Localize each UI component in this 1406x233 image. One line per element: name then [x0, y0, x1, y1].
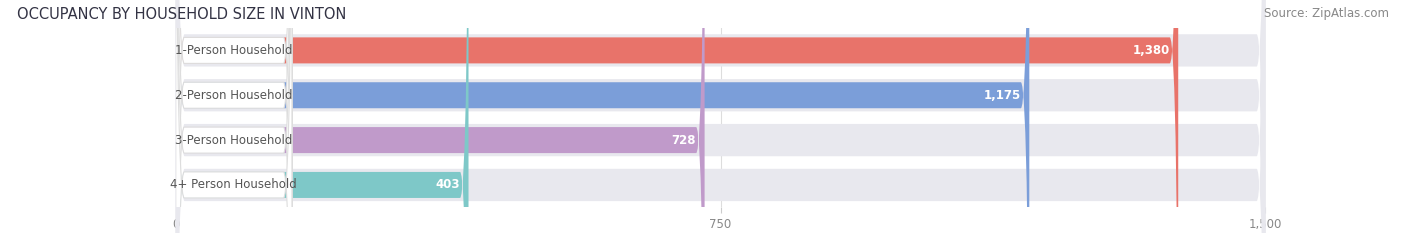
Text: Source: ZipAtlas.com: Source: ZipAtlas.com: [1264, 7, 1389, 20]
FancyBboxPatch shape: [176, 0, 1265, 233]
FancyBboxPatch shape: [176, 0, 1029, 233]
Text: OCCUPANCY BY HOUSEHOLD SIZE IN VINTON: OCCUPANCY BY HOUSEHOLD SIZE IN VINTON: [17, 7, 346, 22]
Text: 1,380: 1,380: [1132, 44, 1170, 57]
FancyBboxPatch shape: [176, 0, 1265, 233]
Text: 3-Person Household: 3-Person Household: [176, 134, 292, 147]
FancyBboxPatch shape: [176, 0, 292, 233]
FancyBboxPatch shape: [176, 0, 292, 233]
FancyBboxPatch shape: [176, 0, 1265, 233]
FancyBboxPatch shape: [176, 0, 468, 233]
FancyBboxPatch shape: [176, 0, 704, 233]
FancyBboxPatch shape: [176, 0, 1265, 233]
Text: 4+ Person Household: 4+ Person Household: [170, 178, 297, 192]
Text: 2-Person Household: 2-Person Household: [176, 89, 292, 102]
Text: 403: 403: [436, 178, 460, 192]
FancyBboxPatch shape: [176, 0, 292, 233]
FancyBboxPatch shape: [176, 0, 292, 233]
Text: 728: 728: [672, 134, 696, 147]
Text: 1-Person Household: 1-Person Household: [176, 44, 292, 57]
FancyBboxPatch shape: [176, 0, 1178, 233]
Text: 1,175: 1,175: [983, 89, 1021, 102]
